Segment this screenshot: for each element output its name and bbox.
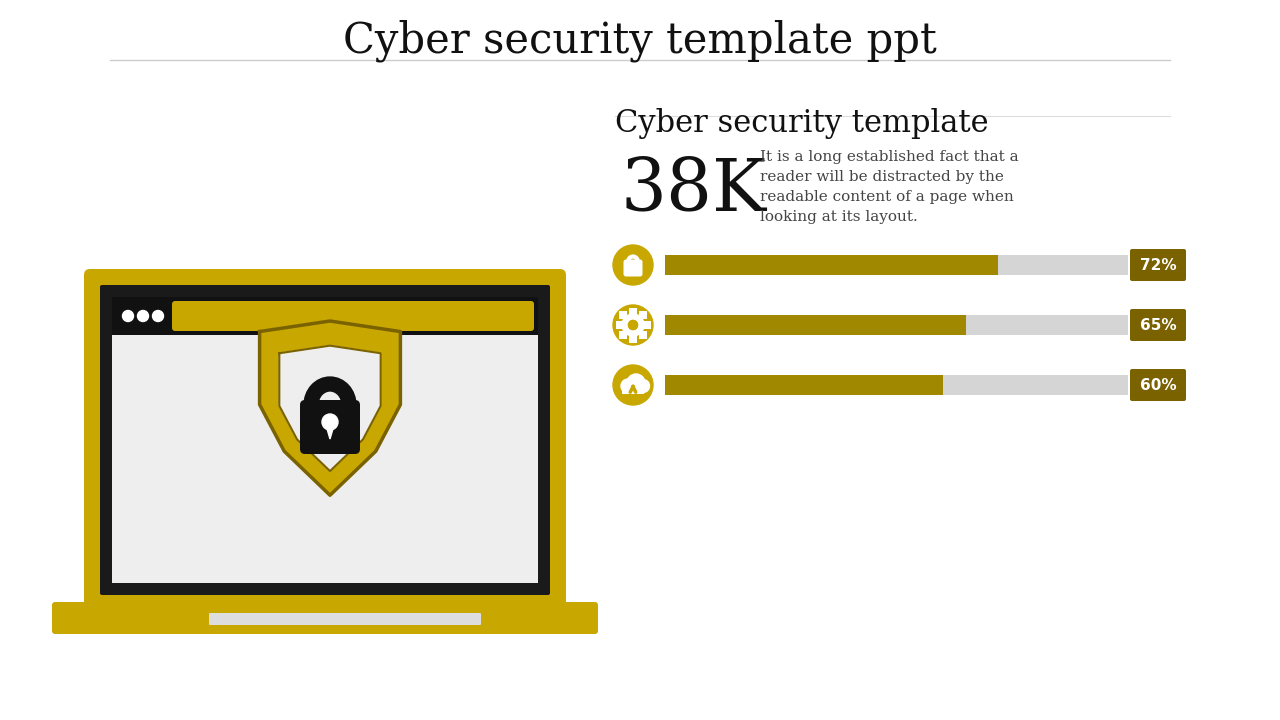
FancyBboxPatch shape	[639, 312, 646, 320]
Circle shape	[323, 414, 338, 430]
FancyBboxPatch shape	[113, 297, 538, 335]
Polygon shape	[279, 346, 380, 471]
FancyBboxPatch shape	[84, 269, 566, 611]
FancyBboxPatch shape	[1130, 249, 1187, 281]
Text: Cyber security template ppt: Cyber security template ppt	[343, 20, 937, 63]
Text: It is a long established fact that a
reader will be distracted by the
readable c: It is a long established fact that a rea…	[760, 150, 1019, 224]
FancyBboxPatch shape	[666, 375, 943, 395]
FancyBboxPatch shape	[666, 255, 1128, 275]
Circle shape	[613, 365, 653, 405]
Text: 38K: 38K	[620, 155, 765, 225]
Circle shape	[627, 374, 645, 392]
Circle shape	[152, 310, 164, 322]
FancyBboxPatch shape	[300, 400, 360, 454]
Circle shape	[628, 320, 637, 330]
Circle shape	[621, 379, 635, 393]
Circle shape	[613, 305, 653, 345]
FancyBboxPatch shape	[1130, 309, 1187, 341]
FancyBboxPatch shape	[628, 335, 637, 343]
FancyBboxPatch shape	[52, 602, 598, 634]
FancyBboxPatch shape	[620, 330, 627, 338]
Circle shape	[123, 310, 133, 322]
Text: 60%: 60%	[1139, 377, 1176, 392]
Circle shape	[622, 314, 644, 336]
FancyBboxPatch shape	[623, 259, 643, 276]
FancyBboxPatch shape	[666, 375, 1128, 395]
FancyBboxPatch shape	[616, 321, 623, 329]
FancyBboxPatch shape	[666, 315, 966, 335]
Circle shape	[137, 310, 148, 322]
Circle shape	[623, 315, 643, 335]
FancyBboxPatch shape	[622, 384, 644, 394]
FancyBboxPatch shape	[209, 613, 481, 625]
Circle shape	[636, 379, 649, 392]
FancyBboxPatch shape	[620, 312, 627, 320]
Text: 65%: 65%	[1139, 318, 1176, 333]
FancyBboxPatch shape	[113, 297, 538, 583]
Polygon shape	[260, 321, 401, 495]
Circle shape	[628, 320, 637, 330]
Text: 72%: 72%	[1139, 258, 1176, 272]
Polygon shape	[325, 422, 335, 439]
FancyBboxPatch shape	[643, 321, 650, 329]
FancyBboxPatch shape	[666, 255, 998, 275]
FancyBboxPatch shape	[1130, 369, 1187, 401]
FancyBboxPatch shape	[172, 301, 534, 331]
Circle shape	[613, 245, 653, 285]
Text: Cyber security template: Cyber security template	[614, 108, 988, 139]
FancyBboxPatch shape	[628, 307, 637, 315]
FancyBboxPatch shape	[666, 315, 1128, 335]
FancyBboxPatch shape	[100, 285, 550, 595]
FancyBboxPatch shape	[639, 330, 646, 338]
